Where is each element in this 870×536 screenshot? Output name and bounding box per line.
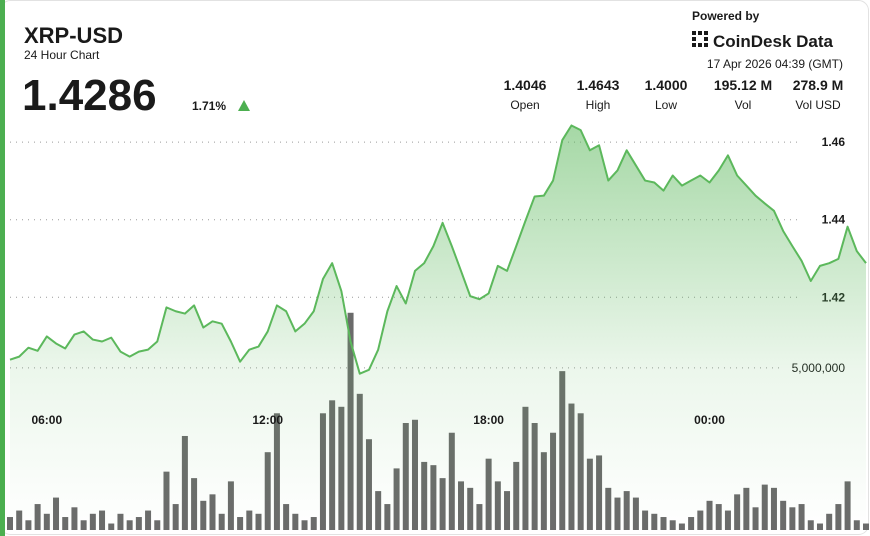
accent-bar [0,0,5,536]
x-tick-label: 06:00 [31,413,62,427]
price-line [9,124,867,375]
subtitle: 24 Hour Chart [24,48,100,62]
stat-value: 1.4000 [645,77,688,93]
stats: 1.4046 Open 1.4643 High 1.4000 Low 195.12 M Vol… [504,77,844,112]
y-tick-label: 1.44 [822,213,846,227]
x-tick-label: 18:00 [473,413,504,427]
title: XRP-USD [24,23,123,48]
stat-value: 278.9 M [793,77,844,93]
x-tick-label: 00:00 [694,413,725,427]
plot-area: 1.421.441.465,000,00006:0012:0018:0000:0… [7,124,869,531]
price: 1.4286 [22,71,157,120]
stat-value: 195.12 M [714,77,772,93]
stat-label: Vol USD [795,98,841,112]
stat-label: Open [510,98,539,112]
price-area [10,125,866,531]
timestamp: 17 Apr 2026 04:39 (GMT) [707,57,843,71]
up-arrow [238,100,250,111]
brand: CoinDesk Data [713,32,834,51]
stat-label: High [586,98,611,112]
stat-label: Vol [735,98,752,112]
change: 1.71% [192,99,226,113]
y-tick-label: 1.46 [822,135,846,149]
stat-value: 1.4046 [504,77,547,93]
x-tick-label: 12:00 [252,413,283,427]
brand-icon [692,31,708,47]
powered-by: Powered by [692,9,760,23]
stat-value: 1.4643 [577,77,620,93]
stat-label: Low [655,98,677,112]
